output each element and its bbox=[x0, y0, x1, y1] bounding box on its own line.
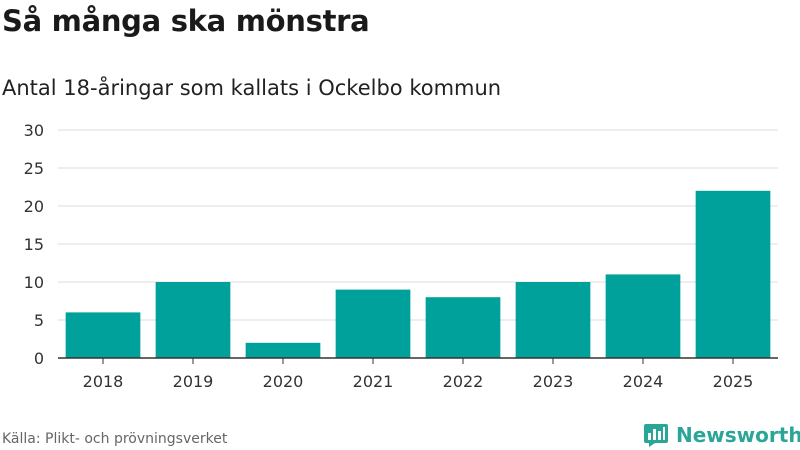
chart-title: Så många ska mönstra bbox=[2, 4, 370, 38]
x-tick-label: 2019 bbox=[173, 372, 214, 391]
newsworthy-logo-icon bbox=[644, 424, 668, 447]
y-tick-label: 20 bbox=[24, 197, 44, 216]
bar-2020 bbox=[245, 342, 321, 358]
y-axis-ticks: 0 5 10 15 20 25 30 bbox=[24, 121, 44, 368]
x-tick-label: 2018 bbox=[83, 372, 124, 391]
newsworthy-logo[interactable]: Newsworthy bbox=[643, 421, 800, 449]
chart-subtitle: Antal 18-åringar som kallats i Ockelbo k… bbox=[2, 76, 502, 100]
x-tick-label: 2024 bbox=[623, 372, 664, 391]
y-tick-label: 15 bbox=[24, 235, 44, 254]
y-tick-label: 30 bbox=[24, 121, 44, 140]
y-tick-label: 10 bbox=[24, 273, 44, 292]
y-tick-label: 0 bbox=[34, 349, 44, 368]
bar-2021 bbox=[335, 289, 411, 358]
x-tick-label: 2022 bbox=[443, 372, 484, 391]
bars bbox=[65, 190, 771, 358]
bar-2022 bbox=[425, 297, 501, 358]
x-tick-label: 2025 bbox=[713, 372, 754, 391]
bar-2023 bbox=[515, 282, 591, 358]
y-tick-label: 5 bbox=[34, 311, 44, 330]
x-tick-label: 2021 bbox=[353, 372, 394, 391]
x-tick-label: 2023 bbox=[533, 372, 574, 391]
bar-2019 bbox=[155, 282, 231, 358]
x-axis: 2018 2019 2020 2021 2022 2023 2024 2025 bbox=[58, 357, 778, 391]
y-tick-label: 25 bbox=[24, 159, 44, 178]
bar-2025 bbox=[695, 190, 771, 358]
brand-name: Newsworthy bbox=[676, 423, 800, 447]
bar-2024 bbox=[605, 274, 681, 358]
bar-2018 bbox=[65, 312, 141, 358]
source-note: Källa: Plikt- och prövningsverket bbox=[2, 431, 228, 447]
x-tick-label: 2020 bbox=[263, 372, 304, 391]
